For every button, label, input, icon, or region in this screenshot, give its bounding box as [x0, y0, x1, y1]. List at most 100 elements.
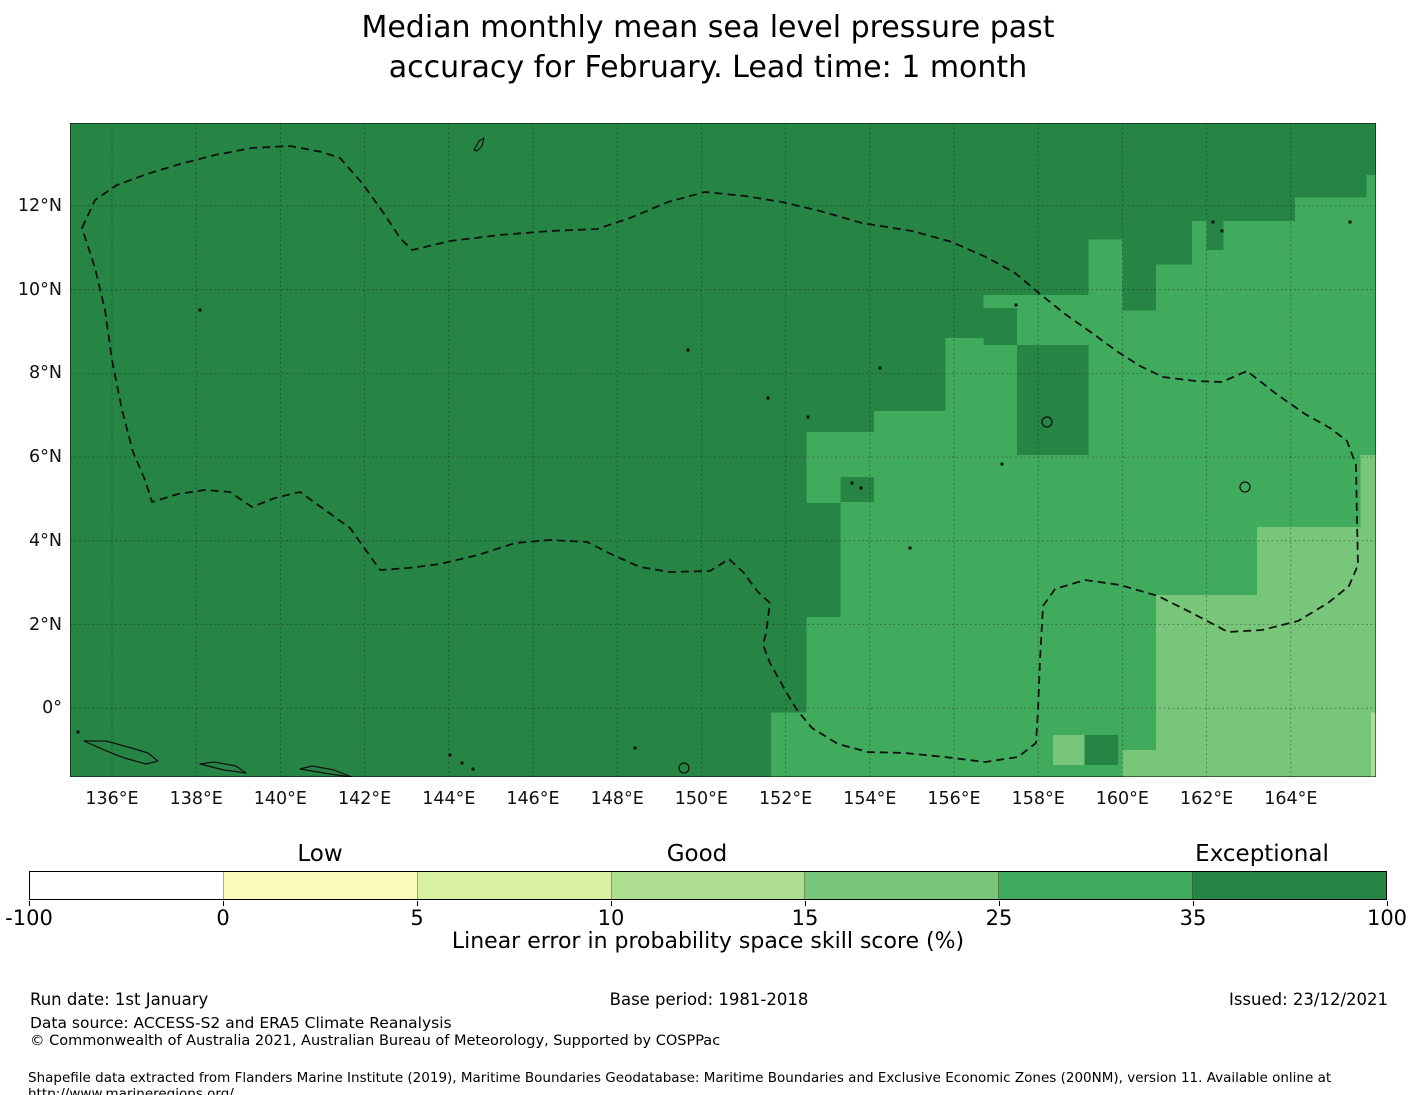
colorbar-tick-label: -100: [5, 906, 53, 930]
colorbar-tick-label: 5: [410, 906, 424, 930]
skill-cell: [983, 295, 1376, 338]
island-outline: [199, 761, 247, 774]
colorbar-tick-label: 0: [216, 906, 230, 930]
island-dot: [766, 396, 770, 400]
island-dot: [471, 767, 475, 771]
colorbar-segment: [417, 872, 612, 899]
island-dot: [448, 753, 452, 757]
skill-cell: [1017, 344, 1089, 456]
island-dot: [1348, 220, 1352, 224]
colorbar-region-label-good: Good: [666, 841, 728, 867]
skill-cell: [1295, 197, 1376, 222]
skill-cell: [1257, 526, 1376, 596]
skill-cell: [840, 477, 875, 502]
issued-date-text: Issued: 23/12/2021: [1228, 990, 1388, 1009]
colorbar-segment: [999, 872, 1194, 899]
lon-tick-label: 156°E: [927, 789, 981, 809]
skill-cell: [1084, 734, 1119, 766]
lon-tick-label: 142°E: [337, 789, 392, 809]
title-line-1: Median monthly mean sea level pressure p…: [361, 10, 1055, 45]
island-dot: [686, 348, 690, 352]
lat-tick-label: 6°N: [29, 447, 62, 468]
lon-tick-label: 152°E: [758, 789, 813, 809]
island-dot: [859, 486, 863, 490]
island-dot: [198, 308, 202, 312]
skill-cell: [1156, 595, 1376, 777]
island-dot: [878, 366, 882, 370]
island-dot: [1014, 303, 1018, 307]
lon-tick-label: 162°E: [1179, 789, 1234, 809]
colorbar-tick-mark: [999, 901, 1000, 906]
lon-tick-label: 138°E: [169, 789, 223, 809]
skill-cell: [1360, 455, 1376, 527]
island-dot: [1000, 462, 1004, 466]
colorbar-caption: Linear error in probability space skill …: [451, 929, 965, 954]
island-outline: [299, 765, 353, 777]
lon-tick-label: 160°E: [1095, 789, 1149, 809]
island-dot: [76, 730, 80, 734]
colorbar-tick-mark: [29, 901, 30, 906]
colorbar-tick-mark: [1193, 901, 1194, 906]
lon-tick-label: 136°E: [85, 789, 139, 809]
lat-tick-label: 2°N: [29, 614, 62, 635]
lon-tick-label: 140°E: [253, 789, 307, 809]
run-date-text: Run date: 1st January: [30, 990, 209, 1009]
lat-tick-label: 12°N: [17, 196, 62, 216]
colorbar-segment: [1193, 872, 1387, 899]
colorbar-segment: [611, 872, 806, 899]
lon-tick-label: 148°E: [590, 789, 644, 809]
lat-tick-label: 8°N: [29, 363, 62, 384]
island-dot: [806, 415, 810, 419]
colorbar-tick-label: 15: [791, 906, 819, 930]
lon-tick-label: 144°E: [422, 789, 476, 809]
colorbar-tick-label: 10: [597, 906, 625, 930]
skill-cell: [1122, 295, 1157, 311]
island-ring: [1239, 481, 1251, 493]
colorbar-segment: [223, 872, 418, 899]
skill-cell: [983, 308, 1018, 345]
colorbar-segment: [805, 872, 1000, 899]
skill-cell: [1122, 750, 1157, 777]
skill-cell: [1052, 734, 1085, 766]
island-dot: [850, 481, 854, 485]
island-outline: [473, 137, 485, 152]
eez-boundary: [81, 145, 1359, 763]
island-dot: [1211, 220, 1215, 224]
island-dot: [460, 761, 464, 765]
lon-tick-label: 146°E: [506, 789, 560, 809]
colorbar-tick-mark: [611, 901, 612, 906]
skill-cell: [1156, 264, 1192, 296]
colorbar-tick-mark: [1387, 901, 1388, 906]
page-title: Median monthly mean sea level pressure p…: [0, 8, 1416, 88]
colorbar-tick-mark: [805, 901, 806, 906]
colorbar-tick-label: 100: [1366, 906, 1408, 930]
colorbar: [29, 871, 1387, 900]
island-dot: [1220, 229, 1224, 233]
lon-tick-label: 164°E: [1264, 789, 1318, 809]
colorbar-tick-label: 35: [1179, 906, 1207, 930]
skill-cell: [1370, 712, 1376, 777]
colorbar-region-label-exceptional: Exceptional: [1195, 841, 1329, 867]
island-ring: [678, 762, 690, 774]
colorbar-region-label-low: Low: [297, 841, 343, 867]
colorbar-tick-mark: [417, 901, 418, 906]
colorbar-tick-mark: [223, 901, 224, 906]
colorbar-tick-label: 25: [985, 906, 1013, 930]
skill-cell: [874, 411, 1376, 504]
title-line-2: accuracy for February. Lead time: 1 mont…: [388, 50, 1028, 85]
lon-tick-label: 154°E: [843, 789, 897, 809]
copyright-text: © Commonwealth of Australia 2021, Austra…: [30, 1033, 721, 1049]
base-period-text: Base period: 1981-2018: [609, 990, 809, 1009]
data-source-text: Data source: ACCESS-S2 and ERA5 Climate …: [30, 1014, 452, 1032]
lon-tick-label: 150°E: [674, 789, 728, 809]
lat-tick-label: 10°N: [17, 279, 62, 300]
lon-tick-label: 158°E: [1011, 789, 1065, 809]
island-dot: [633, 746, 637, 750]
skill-cell: [1206, 221, 1224, 250]
skill-cell: [1088, 239, 1123, 296]
colorbar-segment: [30, 872, 224, 899]
skill-map: [70, 123, 1376, 777]
island-ring: [1041, 416, 1053, 428]
island-outline: [83, 740, 159, 765]
